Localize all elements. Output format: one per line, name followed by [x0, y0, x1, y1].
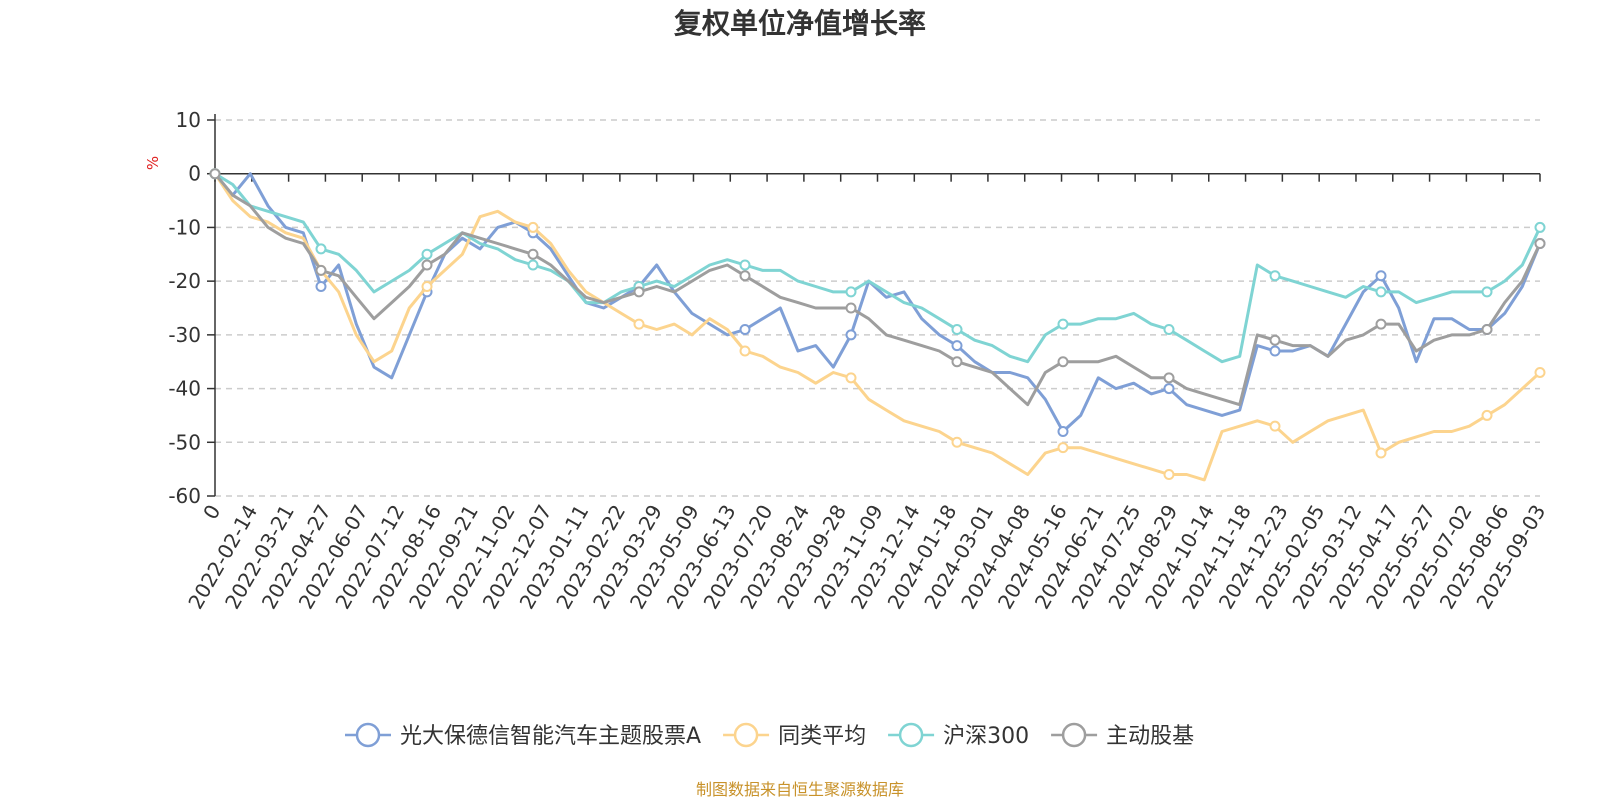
y-tick-label: -20 [168, 269, 201, 293]
chart-title: 复权单位净值增长率 [674, 7, 926, 40]
series-point [1057, 318, 1069, 330]
y-tick-label: -50 [168, 430, 201, 454]
series-point [951, 323, 963, 335]
series-point [1481, 409, 1493, 421]
series-point [527, 221, 539, 233]
series-point [951, 356, 963, 368]
series-point [845, 372, 857, 384]
series-point [1163, 372, 1175, 384]
series-point [1269, 345, 1281, 357]
series-point [315, 281, 327, 293]
legend-marker [355, 722, 381, 748]
source-note: 制图数据来自恒生聚源数据库 [696, 780, 904, 799]
y-tick-label: 0 [188, 162, 201, 186]
axes [207, 114, 1541, 497]
legend-marker [1061, 722, 1087, 748]
series-point [1163, 383, 1175, 395]
legend-label: 沪深300 [943, 724, 1029, 749]
legend-marker [733, 722, 759, 748]
series-point [527, 248, 539, 260]
series-point [1057, 426, 1069, 438]
series-point [1534, 366, 1546, 378]
series-point [739, 323, 751, 335]
legend-item[interactable]: 光大保德信智能汽车主题股票A [345, 722, 701, 749]
series-point [421, 281, 433, 293]
series-point [421, 259, 433, 271]
series-point [1534, 238, 1546, 250]
series-point [1375, 447, 1387, 459]
series-point [1534, 221, 1546, 233]
legend[interactable]: 光大保德信智能汽车主题股票A 同类平均 沪深300 主动股基 [345, 722, 1194, 749]
series-point [633, 286, 645, 298]
series-point [209, 168, 221, 180]
legend-label: 同类平均 [778, 724, 866, 749]
y-tick-label: -40 [168, 377, 201, 401]
series-point [739, 270, 751, 282]
series-line [214, 172, 1542, 364]
series-point [1163, 323, 1175, 335]
series-point [845, 302, 857, 314]
series-point [1375, 270, 1387, 282]
series-lines [209, 168, 1546, 482]
series-point [845, 329, 857, 341]
series-point [1481, 286, 1493, 298]
series-point [527, 259, 539, 271]
series-point [845, 286, 857, 298]
y-tick-labels: 10 0 -10 -20 -30 -40 -50 -60 [168, 108, 201, 508]
y-axis-unit: % [144, 156, 162, 170]
y-tick-label: -60 [168, 484, 201, 508]
legend-item[interactable]: 同类平均 [723, 722, 866, 749]
series-point [1163, 469, 1175, 481]
legend-label: 主动股基 [1106, 724, 1194, 749]
series-point [1057, 442, 1069, 454]
series-point [951, 340, 963, 352]
legend-marker [898, 722, 924, 748]
series-point [739, 345, 751, 357]
series-point [1269, 270, 1281, 282]
series-point [1057, 356, 1069, 368]
legend-label: 光大保德信智能汽车主题股票A [400, 724, 701, 749]
series-line [213, 172, 1542, 407]
series-point [421, 248, 433, 260]
series-point [315, 243, 327, 255]
legend-item[interactable]: 沪深300 [888, 722, 1029, 749]
x-tick-labels: 02022-02-142022-03-212022-04-272022-06-0… [183, 501, 1550, 614]
series-point [951, 436, 963, 448]
series-point [739, 259, 751, 271]
series-point [1269, 420, 1281, 432]
series-point [1269, 334, 1281, 346]
grid-lines [215, 119, 1540, 497]
y-tick-label: -10 [168, 215, 201, 239]
x-tick-label: 0 [198, 501, 225, 524]
legend-item[interactable]: 主动股基 [1051, 722, 1194, 749]
series-point [1481, 323, 1493, 335]
series-point [633, 318, 645, 330]
y-tick-label: 10 [176, 108, 201, 132]
series-point [315, 264, 327, 276]
y-tick-label: -30 [168, 323, 201, 347]
series-point [1375, 318, 1387, 330]
series-point [1375, 286, 1387, 298]
series-line [213, 172, 1542, 482]
